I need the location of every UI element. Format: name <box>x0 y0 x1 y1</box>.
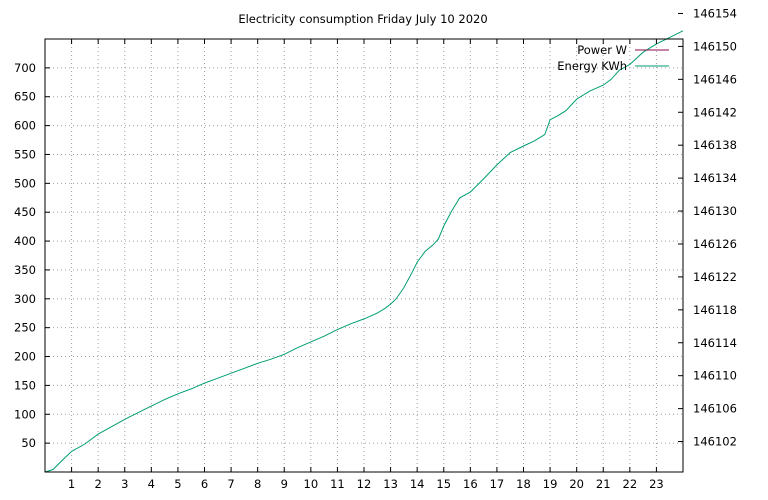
x-tick-label: 10 <box>304 477 319 491</box>
x-tick-label: 9 <box>281 477 288 491</box>
y-tick-label: 700 <box>14 61 36 75</box>
x-tick-label: 7 <box>227 477 234 491</box>
x-tick-label: 20 <box>569 477 584 491</box>
x-tick-label: 1 <box>68 477 75 491</box>
chart-title: Electricity consumption Friday July 10 2… <box>238 12 487 26</box>
x-tick-label: 4 <box>148 477 155 491</box>
y2-tick-label: 146110 <box>693 369 737 383</box>
x-tick-label: 23 <box>649 477 664 491</box>
x-tick-label: 18 <box>516 477 531 491</box>
y-tick-label: 100 <box>14 407 36 421</box>
energy-kwh-line <box>44 30 684 473</box>
y2-tick-label: 146154 <box>693 6 737 20</box>
y2-tick-label: 146150 <box>693 39 737 53</box>
y-tick-label: 150 <box>14 378 36 392</box>
x-tick-label: 14 <box>410 477 425 491</box>
y2-tick-label: 146126 <box>693 237 737 251</box>
y-tick-label: 650 <box>14 90 36 104</box>
legend-label: Energy KWh <box>557 59 627 73</box>
y-tick-label: 50 <box>21 436 36 450</box>
x-tick-label: 5 <box>174 477 181 491</box>
x-tick-label: 11 <box>330 477 345 491</box>
legend: Power W Energy KWh <box>557 43 669 73</box>
x-tick-label: 17 <box>490 477 505 491</box>
x-tick-label: 2 <box>95 477 102 491</box>
y-tick-label: 250 <box>14 321 36 335</box>
y-tick-label: 400 <box>14 234 36 248</box>
x-tick-label: 19 <box>543 477 558 491</box>
y-tick-label: 500 <box>14 176 36 190</box>
y-tick-label: 450 <box>14 205 36 219</box>
y-tick-label: 350 <box>14 263 36 277</box>
x-tick-label: 13 <box>383 477 398 491</box>
y2-tick-label: 146118 <box>693 303 737 317</box>
y2-tick-label: 146134 <box>693 171 737 185</box>
x-tick-label: 21 <box>596 477 611 491</box>
y2-tick-label: 146122 <box>693 270 737 284</box>
y-tick-label: 600 <box>14 119 36 133</box>
x-tick-label: 3 <box>121 477 128 491</box>
x-tick-label: 12 <box>357 477 372 491</box>
axes: 1 2 3 4 5 6 7 8 9 10 11 12 13 14 15 16 17 18 19 20 21 22 23501… <box>14 6 737 491</box>
y2-tick-label: 146138 <box>693 138 737 152</box>
y-tick-label: 300 <box>14 292 36 306</box>
y-tick-label: 550 <box>14 147 36 161</box>
y2-tick-label: 146106 <box>693 402 737 416</box>
y-tick-label: 200 <box>14 350 36 364</box>
y2-tick-label: 146146 <box>693 72 737 86</box>
legend-label: Power W <box>577 43 627 57</box>
x-tick-label: 15 <box>436 477 451 491</box>
x-tick-label: 8 <box>254 477 261 491</box>
y2-tick-label: 146114 <box>693 336 737 350</box>
x-tick-label: 16 <box>463 477 478 491</box>
y2-tick-label: 146102 <box>693 435 737 449</box>
series-lines <box>44 30 684 473</box>
grid <box>45 39 683 472</box>
x-tick-label: 6 <box>201 477 208 491</box>
x-tick-label: 22 <box>623 477 638 491</box>
y2-tick-label: 146142 <box>693 105 737 119</box>
y2-tick-label: 146130 <box>693 204 737 218</box>
